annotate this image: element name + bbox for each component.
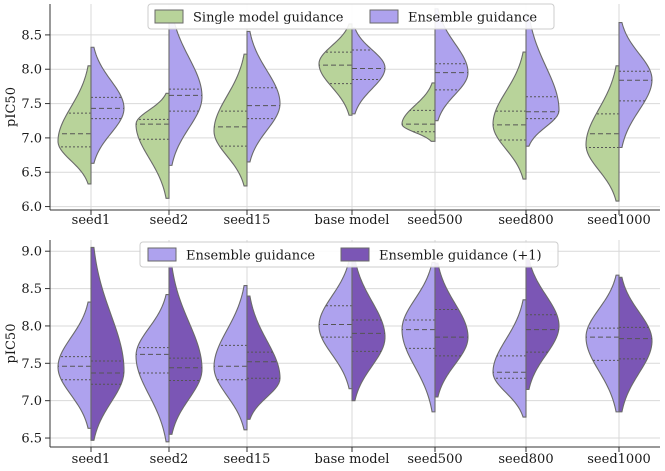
violin-right-seed2 [168,265,203,435]
legend-label: Ensemble guidance [408,11,537,26]
violin-left-seed2 [135,294,170,443]
x-tick-label: seed2 [150,213,189,228]
legend-swatch [147,247,177,262]
x-tick-label: seed500 [407,213,462,228]
violin-left-base-model [318,23,353,116]
legend-swatch [154,9,184,24]
violin-right-seed500 [434,262,469,398]
y-tick-label: 7.0 [21,394,42,409]
violin-left-seed15 [213,285,248,431]
violin-right-seed1 [90,46,125,164]
violin-right-seed15 [246,30,281,163]
violin-right-base-model [351,258,386,402]
y-tick-label: 6.5 [21,166,42,181]
y-tick-label: 7.0 [21,131,42,146]
x-tick-label: seed500 [407,452,462,467]
y-tick-label: 7.5 [21,357,42,372]
violin-left-seed1 [57,65,92,185]
x-tick-label: base model [315,213,390,228]
violin-left-seed800 [492,299,527,418]
violin-left-seed2 [135,92,170,199]
x-tick-label: base model [315,452,390,467]
x-tick-label: seed1000 [587,213,650,228]
violin-right-seed800 [525,13,560,147]
legend-label: Single model guidance [193,11,344,26]
legend-label: Ensemble guidance (+1) [379,249,542,264]
x-tick-label: seed800 [498,213,553,228]
violin-right-seed1000 [618,276,653,413]
violin-right-seed800 [525,258,560,391]
legend-box [147,3,555,30]
violin-right-seed1000 [618,21,653,149]
x-tick-label: seed2 [150,452,189,467]
y-tick-label: 8.0 [21,63,42,78]
violin-left-seed1000 [585,274,620,413]
x-tick-label: seed1 [72,452,111,467]
violin-left-seed500 [401,261,436,413]
y-tick-label: 6.0 [21,200,42,215]
y-tick-label: 9.0 [21,245,42,260]
legend-label: Ensemble guidance [186,249,315,264]
violin-right-seed1 [90,246,125,441]
violin-right-seed15 [246,295,281,420]
chart-panel-1: 6.0 6.5 7.0 7.5 8.0 8.5 seed1 seed2 seed15 base m… [4,3,660,228]
x-tick-label: seed1000 [587,452,650,467]
x-tick-label: seed15 [224,452,271,467]
x-tick-label: seed800 [498,452,553,467]
legend-swatch [340,247,370,262]
y-tick-label: 6.5 [21,432,42,447]
legend-swatch [369,9,399,24]
legend: Single model guidance Ensemble guidance [147,3,555,30]
x-tick-label: seed15 [224,213,271,228]
x-tick-label: seed1 [72,213,111,228]
violin-left-seed800 [492,51,527,180]
legend: Ensemble guidance Ensemble guidance (+1) [139,241,559,268]
y-axis-label: pIC50 [4,324,19,364]
y-tick-label: 7.5 [21,97,42,112]
violin-left-seed1 [57,301,92,429]
violin-right-seed2 [168,10,203,166]
chart-panel-2: 6.5 7.0 7.5 8.0 8.5 9.0 seed1 seed2 seed15 base m… [4,240,660,467]
y-tick-label: 8.5 [21,28,42,43]
y-tick-label: 8.0 [21,319,42,334]
violin-left-seed15 [213,53,248,187]
violin-left-seed500 [401,82,436,142]
violin-right-base-model [351,27,386,115]
y-tick-label: 8.5 [21,282,42,297]
y-axis-label: pIC50 [4,87,19,127]
